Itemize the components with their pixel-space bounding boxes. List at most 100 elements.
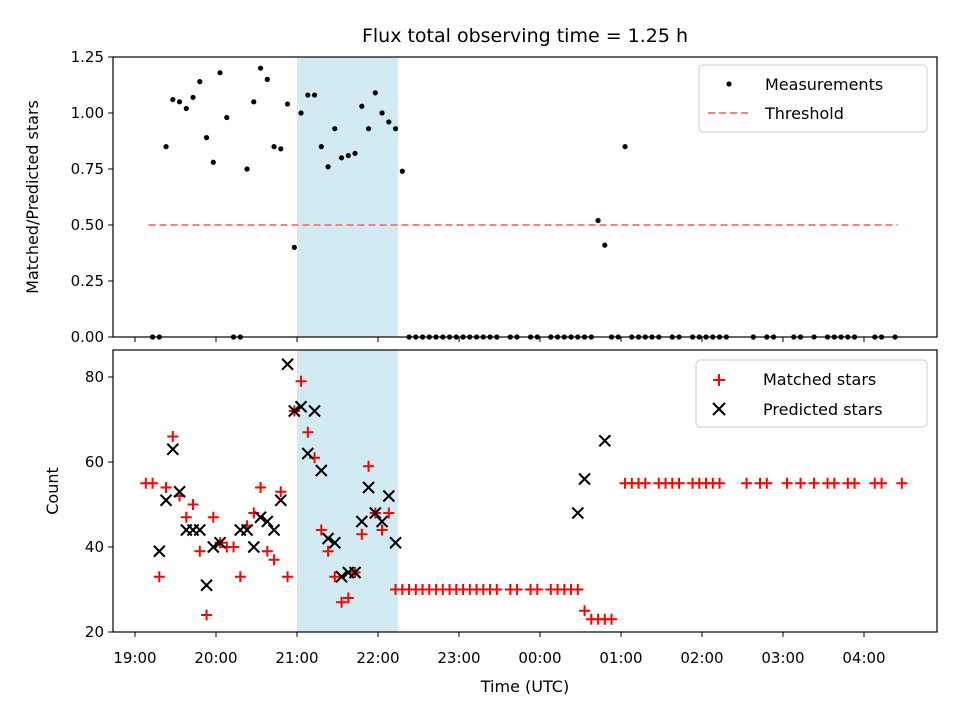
measurement-point bbox=[163, 144, 169, 150]
measurement-point bbox=[338, 155, 345, 161]
matched-star-point bbox=[201, 609, 213, 621]
matched-star-point bbox=[491, 584, 503, 595]
measurement-point bbox=[224, 114, 230, 121]
measurement-point bbox=[244, 166, 250, 172]
bottom-y-tick-label: 20 bbox=[85, 623, 104, 641]
predicted-star-point bbox=[247, 540, 261, 554]
chart-title: Flux total observing time = 1.25 h bbox=[362, 25, 688, 47]
top-y-tick-label: 0.25 bbox=[71, 272, 104, 290]
top-highlight-span bbox=[297, 57, 398, 337]
top-legend: Measurements Threshold bbox=[698, 64, 928, 133]
bottom-y-tick-label: 80 bbox=[85, 368, 104, 386]
measurement-point bbox=[284, 101, 291, 107]
x-tick-label: 23:00 bbox=[437, 649, 480, 667]
matched-star-point bbox=[255, 482, 267, 493]
predicted-star-point bbox=[578, 472, 591, 486]
x-tick-label: 00:00 bbox=[518, 649, 561, 667]
measurement-point bbox=[203, 135, 210, 141]
matched-star-point bbox=[606, 613, 618, 625]
matched-star-point bbox=[167, 431, 179, 442]
measurement-point bbox=[257, 65, 264, 71]
matched-star-point bbox=[336, 596, 348, 608]
predicted-star-point bbox=[308, 404, 321, 418]
measurement-point bbox=[170, 96, 176, 103]
x-tick-label: 02:00 bbox=[680, 649, 723, 667]
predicted-star-point bbox=[261, 515, 274, 528]
measurement-point bbox=[183, 105, 189, 112]
matched-star-point bbox=[828, 477, 840, 489]
matched-star-point bbox=[795, 477, 807, 489]
matched-star-point bbox=[180, 511, 192, 523]
measurement-point bbox=[278, 146, 284, 152]
matched-star-point bbox=[261, 545, 273, 557]
measurement-point bbox=[210, 159, 216, 165]
predicted-star-point bbox=[173, 485, 186, 498]
predicted-star-point bbox=[213, 536, 227, 549]
x-tick-label: 21:00 bbox=[275, 649, 318, 667]
bottom-y-axis-label: Count bbox=[43, 467, 62, 515]
top-y-tick-label: 1.00 bbox=[71, 104, 104, 122]
measurement-point bbox=[197, 79, 203, 85]
measurement-point bbox=[622, 144, 628, 150]
measurement-point bbox=[251, 99, 257, 105]
bottom-legend: Matched stars Predicted stars bbox=[695, 359, 928, 428]
matched-star-point bbox=[673, 477, 685, 489]
predicted-star-point bbox=[369, 506, 382, 520]
x-tick-label: 22:00 bbox=[356, 649, 399, 667]
top-panel: 0.00 0.25 0.50 0.75 1.00 1.25 Matched/Predict… bbox=[23, 48, 938, 346]
legend-label-measurements: Measurements bbox=[765, 75, 883, 94]
matched-star-point bbox=[376, 524, 388, 536]
matched-star-point bbox=[234, 571, 246, 583]
predicted-star-point bbox=[335, 570, 348, 583]
top-y-tick-label: 1.25 bbox=[71, 48, 104, 66]
measurement-point bbox=[365, 126, 372, 132]
matched-star-point bbox=[153, 571, 165, 583]
x-tick-label: 01:00 bbox=[599, 649, 642, 667]
predicted-star-point bbox=[389, 536, 402, 549]
matched-star-point bbox=[511, 584, 523, 595]
predicted-star-point bbox=[153, 545, 166, 558]
measurement-point bbox=[271, 144, 277, 150]
matched-star-point bbox=[187, 499, 199, 510]
top-y-tick-label: 0.75 bbox=[71, 160, 104, 178]
predicted-star-point bbox=[288, 404, 301, 418]
measurement-point bbox=[217, 70, 223, 76]
predicted-star-point bbox=[375, 515, 389, 528]
matched-star-point bbox=[849, 477, 861, 489]
legend-marker-matched bbox=[713, 374, 725, 386]
predicted-star-point bbox=[207, 540, 220, 554]
predicted-star-point bbox=[348, 566, 362, 579]
measurement-point bbox=[379, 110, 385, 116]
x-tick-label: 03:00 bbox=[761, 649, 804, 667]
measurement-point bbox=[311, 92, 318, 98]
legend-label-matched: Matched stars bbox=[763, 370, 876, 389]
measurement-point bbox=[332, 126, 338, 132]
matched-star-point bbox=[363, 460, 375, 472]
matched-star-point bbox=[160, 482, 172, 493]
top-legend-box bbox=[698, 64, 928, 133]
x-tick-label: 20:00 bbox=[194, 649, 237, 667]
matched-star-point bbox=[896, 477, 908, 489]
predicted-star-point bbox=[321, 532, 335, 545]
measurement-point bbox=[190, 94, 196, 100]
predicted-star-point bbox=[281, 358, 294, 371]
measurement-point bbox=[176, 99, 183, 105]
matched-star-point bbox=[741, 477, 753, 489]
matched-star-point bbox=[876, 477, 888, 489]
legend-marker-measurements bbox=[726, 81, 732, 87]
top-y-axis-label: Matched/Predicted stars bbox=[23, 100, 42, 294]
x-tick-label: 19:00 bbox=[113, 649, 156, 667]
matched-star-point bbox=[315, 524, 327, 536]
matched-star-point bbox=[295, 375, 307, 387]
predicted-star-point bbox=[301, 447, 315, 460]
legend-marker-predicted bbox=[712, 402, 726, 416]
matched-star-point bbox=[147, 477, 159, 489]
matched-star-point bbox=[808, 477, 820, 489]
matched-star-point bbox=[781, 477, 793, 489]
matched-star-point bbox=[579, 605, 591, 617]
matched-star-point bbox=[714, 477, 726, 489]
matched-star-point bbox=[207, 511, 219, 523]
matched-star-point bbox=[329, 571, 341, 583]
predicted-star-point bbox=[240, 523, 254, 537]
top-plot-frame bbox=[112, 56, 938, 338]
